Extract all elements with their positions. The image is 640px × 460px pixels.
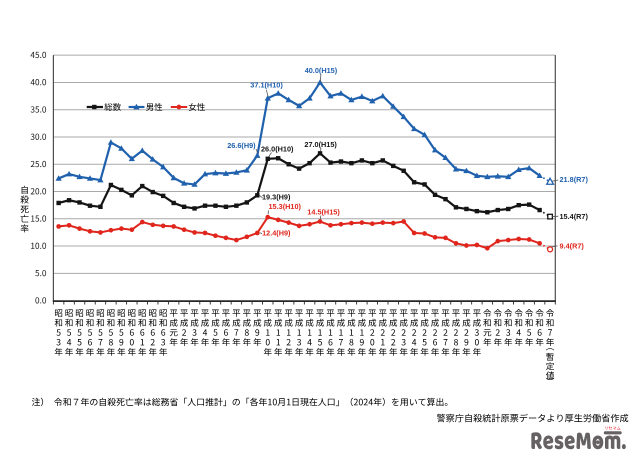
svg-text:15.4(R7): 15.4(R7) bbox=[560, 212, 589, 221]
svg-text:15.3(H10): 15.3(H10) bbox=[269, 202, 302, 211]
svg-text:14.5(H15): 14.5(H15) bbox=[307, 207, 340, 216]
svg-text:26.6(H9): 26.6(H9) bbox=[227, 141, 256, 150]
svg-text:40.0(H15): 40.0(H15) bbox=[305, 66, 338, 75]
svg-text:9.4(R7): 9.4(R7) bbox=[560, 241, 585, 250]
svg-text:37.1(H10): 37.1(H10) bbox=[250, 81, 283, 90]
svg-text:19.3(H9): 19.3(H9) bbox=[262, 193, 291, 202]
svg-text:12.4(H9): 12.4(H9) bbox=[262, 228, 291, 237]
svg-text:21.8(R7): 21.8(R7) bbox=[560, 175, 589, 184]
svg-text:27.0(H15): 27.0(H15) bbox=[304, 140, 337, 149]
svg-text:26.0(H10): 26.0(H10) bbox=[261, 145, 294, 154]
